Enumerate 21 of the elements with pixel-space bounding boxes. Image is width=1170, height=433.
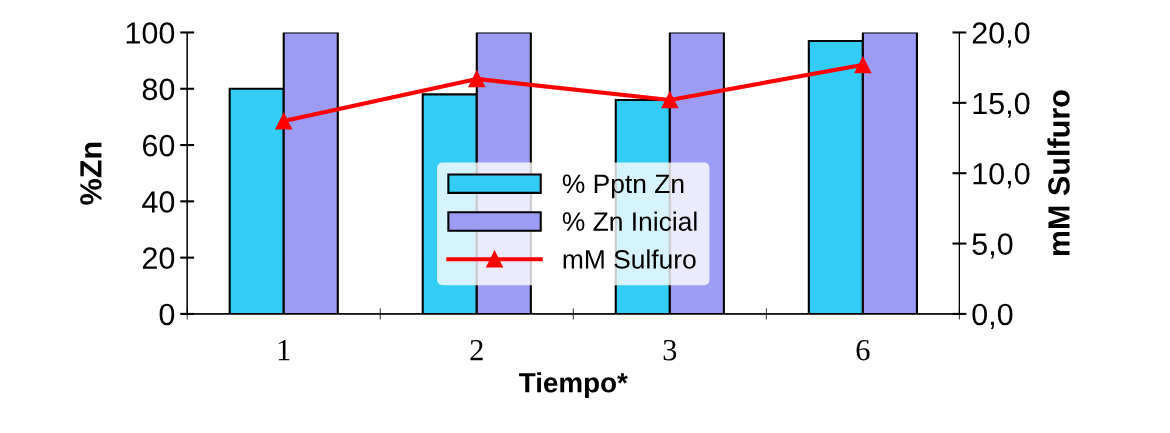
y2-axis-title: mM Sulfuro: [1047, 90, 1070, 256]
legend-label: % Zn Inicial: [562, 211, 697, 231]
y-axis-title: %Zn: [80, 142, 102, 205]
y2-tick-label: 15,0: [973, 92, 1030, 118]
x-tick-label: 1: [278, 339, 290, 361]
y-tick-label: 80: [142, 78, 175, 101]
y-tick-label: 60: [142, 134, 175, 157]
y-tick-label: 100: [126, 22, 175, 44]
y-tick-label: 20: [142, 247, 175, 270]
y-tick-label: 0: [159, 303, 175, 326]
y2-tick-label: 10,0: [973, 162, 1030, 189]
x-tick-label: 6: [856, 339, 870, 361]
y-tick-label: 40: [142, 191, 175, 213]
y2-tick-label: 5,0: [972, 233, 1013, 259]
x-tick-label: 3: [663, 339, 677, 361]
y2-tick-label: 0,0: [972, 303, 1013, 329]
legend-label: mM Sulfuro: [563, 249, 696, 269]
x-tick-label: 2: [470, 339, 483, 361]
legend-label: % Pptn Zn: [562, 174, 684, 199]
x-axis-title: Tiempo*: [519, 372, 628, 399]
y2-tick-label: 20,0: [972, 22, 1030, 48]
